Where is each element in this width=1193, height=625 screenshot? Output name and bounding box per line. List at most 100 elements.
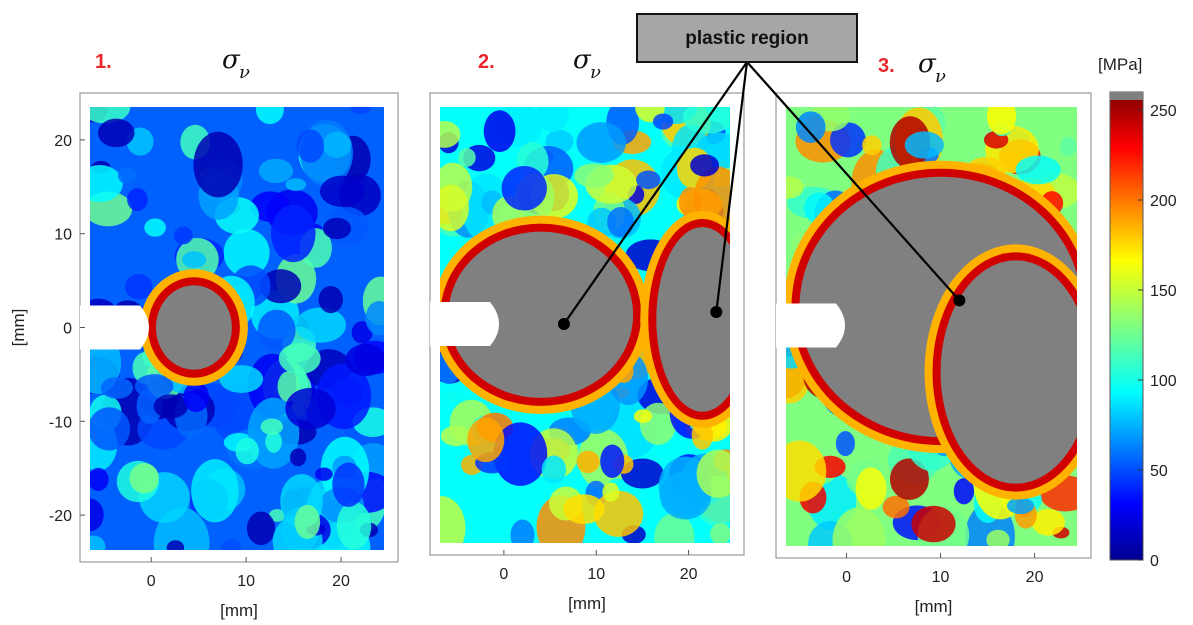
stress-blob <box>258 158 294 184</box>
stress-blob <box>953 478 975 505</box>
stress-blob <box>255 107 284 125</box>
stress-blob <box>260 269 302 304</box>
stress-blob <box>1006 497 1035 515</box>
stress-blob <box>691 420 714 450</box>
plastic-region-callout: plastic region <box>557 13 966 330</box>
panel-title-sigma: σ <box>918 49 937 79</box>
stress-blob <box>636 170 661 190</box>
colorbar-tick-label: 150 <box>1150 283 1177 300</box>
callout-target-dot <box>557 318 570 330</box>
stress-blob <box>986 529 1010 546</box>
panel-title-subscript: ν <box>935 66 946 87</box>
stress-blob <box>90 535 106 550</box>
stress-blob <box>144 218 166 237</box>
stress-blob <box>574 163 614 188</box>
panel-number: 1. <box>95 51 112 73</box>
plastic-region-1 <box>448 231 634 398</box>
stress-blob <box>600 444 625 478</box>
callout-leader-line <box>746 61 961 302</box>
stress-blob <box>940 127 965 158</box>
stress-blob <box>835 431 855 457</box>
x-tick-label: 10 <box>932 569 950 586</box>
stress-panel-3: 0 10 20 [mm] 3. σ ν <box>775 49 1092 616</box>
stress-blob <box>501 165 547 211</box>
stress-blob <box>318 285 343 314</box>
x-tick-label: 20 <box>680 566 698 583</box>
stress-blob <box>173 226 193 245</box>
x-tick-label: 10 <box>587 566 605 583</box>
stress-blob <box>100 377 133 399</box>
stress-field <box>90 107 384 550</box>
stress-blob <box>607 206 634 238</box>
stress-blob <box>678 187 702 218</box>
stress-blob <box>257 309 296 352</box>
stress-blob <box>166 540 185 550</box>
x-tick-label: 20 <box>1026 569 1044 586</box>
stress-blob <box>322 131 352 158</box>
stress-blob <box>124 273 153 300</box>
stress-blob <box>90 467 109 492</box>
stress-blob <box>795 111 826 143</box>
panel-title-subscript: ν <box>590 62 601 83</box>
stress-blob <box>345 343 384 377</box>
callout-target-dot <box>953 294 966 307</box>
stress-blob <box>440 184 469 232</box>
stress-blob <box>862 135 882 156</box>
y-tick-label: -20 <box>49 508 72 525</box>
stress-blob <box>336 501 372 550</box>
stress-blob <box>295 307 347 343</box>
stress-blob <box>193 131 243 198</box>
y-tick-label: -10 <box>49 414 72 431</box>
panel-number: 2. <box>478 51 495 73</box>
x-tick-label: 20 <box>332 573 350 590</box>
stress-blob <box>493 422 548 486</box>
stress-blob <box>911 505 956 543</box>
stress-blob <box>855 467 887 510</box>
stress-blob <box>271 204 316 263</box>
stress-blob <box>786 440 827 502</box>
stress-blob <box>90 165 123 202</box>
callout-leader-line <box>715 61 749 313</box>
x-tick-label: 0 <box>499 566 508 583</box>
stress-blob <box>129 462 159 494</box>
stress-blob <box>191 459 239 523</box>
x-axis-label: [mm] <box>915 597 953 616</box>
stress-blob <box>440 390 460 404</box>
stress-blob <box>710 523 730 543</box>
stress-blob <box>268 509 286 522</box>
stress-blob <box>832 507 886 546</box>
stress-field <box>786 107 1077 546</box>
stress-blob <box>1059 136 1077 157</box>
panel-title-sigma: σ <box>222 45 241 75</box>
notch-cutout <box>80 305 149 350</box>
stress-blob <box>1015 155 1061 185</box>
stress-blob <box>786 176 804 199</box>
stress-blob <box>593 490 644 537</box>
plastic-region-1 <box>155 285 232 370</box>
stress-blob <box>350 107 372 115</box>
x-tick-label: 0 <box>842 569 851 586</box>
stress-blob <box>289 448 307 467</box>
y-axis-label: [mm] <box>9 309 28 347</box>
colorbar: [MPa] 0 50 100 150 200 250 <box>1098 55 1177 570</box>
stress-blob <box>183 381 210 413</box>
y-tick-label: 0 <box>63 321 72 338</box>
stress-blob <box>294 504 321 539</box>
stress-blob <box>483 110 516 153</box>
stress-blob <box>134 374 174 399</box>
stress-blob <box>690 154 720 177</box>
plastic-region-2 <box>656 227 730 412</box>
stress-blob <box>223 229 270 277</box>
stress-blob <box>986 107 1017 135</box>
stress-blob <box>90 407 131 451</box>
colorbar-ticks: 0 50 100 150 200 250 <box>1138 103 1177 570</box>
stress-blob <box>440 496 466 543</box>
stress-blob <box>440 120 461 148</box>
stress-blob <box>296 129 325 163</box>
stress-blob <box>285 178 307 191</box>
stress-blob <box>127 187 148 211</box>
stress-blob <box>332 462 365 508</box>
colorbar-gradient <box>1109 91 1144 561</box>
stress-blob <box>1031 508 1066 536</box>
